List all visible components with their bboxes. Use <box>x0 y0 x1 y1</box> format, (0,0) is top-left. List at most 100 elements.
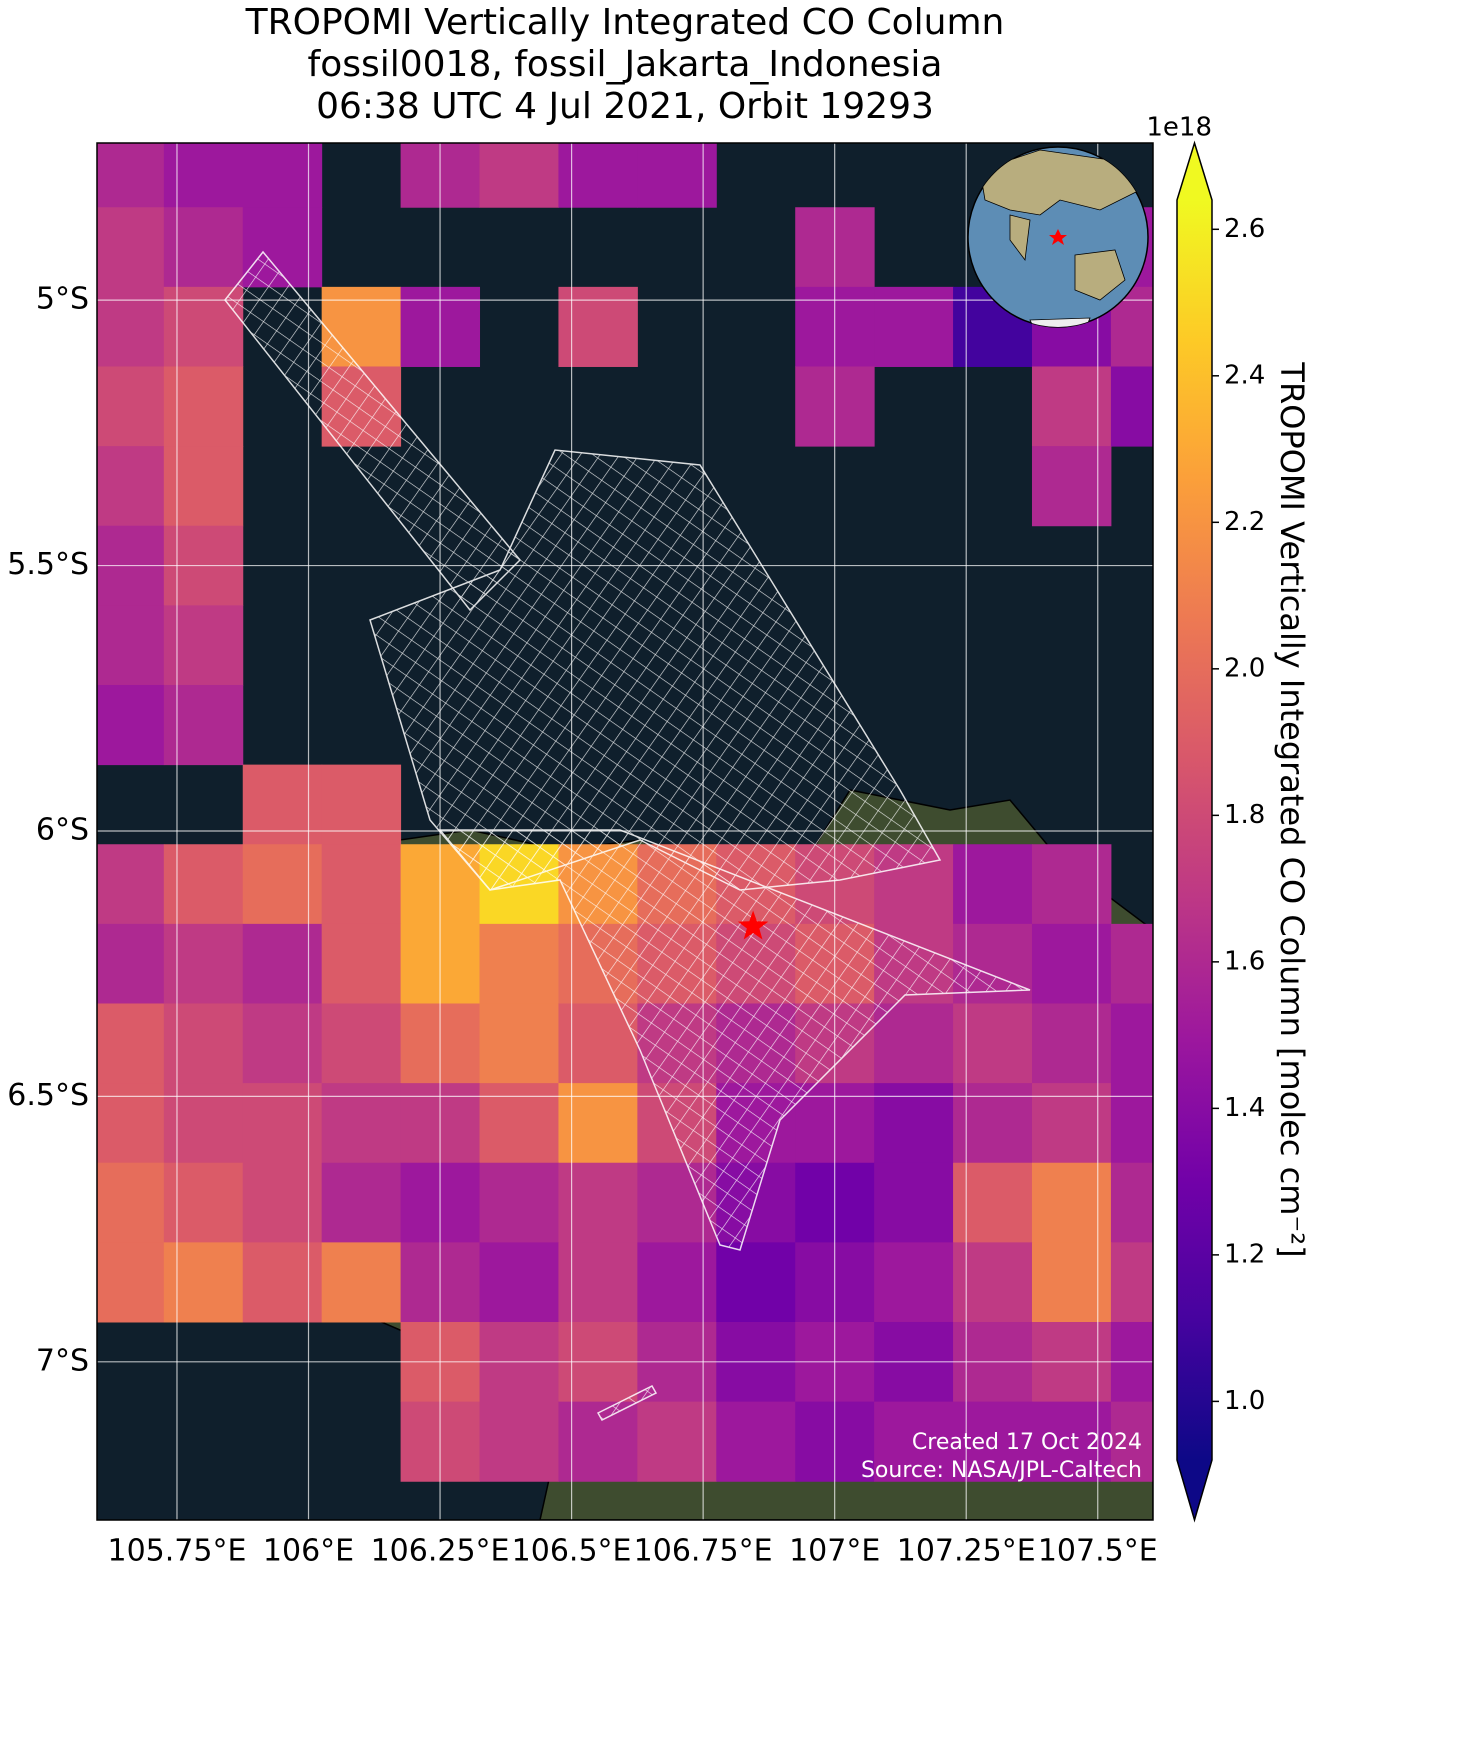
co-pixel <box>558 1242 638 1323</box>
swath-layer <box>224 250 1031 1421</box>
co-pixel <box>97 143 165 208</box>
co-pixel <box>97 1003 165 1084</box>
co-pixel <box>163 1242 244 1323</box>
co-pixel <box>479 1083 559 1164</box>
site-marker <box>737 910 769 940</box>
co-pixel <box>163 207 244 288</box>
co-pixel <box>321 764 402 845</box>
x-tick-label: 107.25°E <box>897 1534 1036 1569</box>
co-pixel <box>1110 1003 1153 1084</box>
colorbar-tick-label: 2.0 <box>1224 653 1265 683</box>
colorbar-tick-label: 2.2 <box>1224 507 1265 537</box>
co-pixel <box>163 143 244 208</box>
y-tick-label: 5.5°S <box>7 547 89 582</box>
co-pixel <box>97 207 165 288</box>
co-pixel <box>242 764 323 845</box>
co-pixel <box>1031 1003 1112 1084</box>
credit: Created 17 Oct 2024 <box>912 1430 1142 1455</box>
co-pixel <box>321 844 402 925</box>
co-pixel <box>1110 366 1153 447</box>
colorbar-tick-label: 1.4 <box>1224 1093 1265 1123</box>
co-pixel <box>953 1083 1033 1164</box>
co-pixel <box>242 844 323 925</box>
co-pixel <box>242 923 323 1004</box>
colorbar: 1e18 TROPOMI Vertically Integrated CO Co… <box>1146 113 1311 1523</box>
site-layer <box>737 910 769 940</box>
co-pixel <box>242 1242 323 1323</box>
globe-star <box>1049 229 1067 245</box>
co-pixel <box>558 1162 638 1243</box>
co-pixel <box>637 143 717 208</box>
title-line: 06:38 UTC 4 Jul 2021, Orbit 19293 <box>316 86 934 127</box>
map-area: Created 17 Oct 2024 Source: NASA/JPL-Cal… <box>97 143 1153 1520</box>
co-pixel <box>97 446 165 527</box>
grid <box>97 143 1153 1520</box>
credit: Source: NASA/JPL-Caltech <box>861 1458 1142 1483</box>
globe-land <box>1074 249 1126 301</box>
co-pixel <box>1110 1242 1153 1323</box>
co-pixel <box>1031 366 1112 447</box>
colorbar-tick-label: 1.8 <box>1224 800 1265 830</box>
y-tick-label: 6°S <box>36 812 89 847</box>
co-pixel <box>874 1162 954 1243</box>
title-line: fossil0018, fossil_Jakarta_Indonesia <box>308 44 943 85</box>
co-pixel <box>716 1242 796 1323</box>
co-pixel <box>97 1162 165 1243</box>
co-pixel <box>321 1162 402 1243</box>
co-pixel <box>321 1083 402 1164</box>
co-pixel <box>1110 1401 1153 1482</box>
co-pixel <box>97 605 165 686</box>
swath <box>438 829 1031 1251</box>
co-pixel <box>716 1401 796 1482</box>
colorbar-offset: 1e18 <box>1146 113 1212 143</box>
co-pixel <box>479 1401 559 1482</box>
globe-land <box>979 149 1141 216</box>
co-pixel <box>953 1242 1033 1323</box>
x-tick-label: 106.75°E <box>634 1534 773 1569</box>
co-pixel <box>97 844 165 925</box>
co-pixel <box>1110 923 1153 1004</box>
co-pixel <box>1031 1083 1112 1164</box>
globe-land <box>1009 214 1031 262</box>
co-pixel <box>97 366 165 447</box>
co-pixel <box>1110 1162 1153 1243</box>
co-pixel <box>874 1242 954 1323</box>
co-pixel <box>242 143 323 208</box>
co-pixel <box>97 923 165 1004</box>
colorbar-tick-label: 2.6 <box>1224 214 1265 244</box>
co-pixel <box>479 1242 559 1323</box>
co-pixel <box>1031 1242 1112 1323</box>
co-pixel <box>637 1401 717 1482</box>
colorbar-outline <box>1176 140 1213 1523</box>
colorbar-label: TROPOMI Vertically Integrated CO Column … <box>1273 361 1311 1257</box>
co-pixel <box>242 1003 323 1084</box>
co-pixel <box>479 1003 559 1084</box>
frame <box>96 142 1154 1521</box>
co-pixel <box>1031 1162 1112 1243</box>
co-pixel <box>97 684 165 766</box>
colorbar-body <box>1177 200 1212 1460</box>
co-pixel <box>479 923 559 1004</box>
colorbar-tick-label: 1.0 <box>1224 1386 1265 1416</box>
y-tick-label: 5°S <box>36 282 89 317</box>
colorbar-tick-label: 2.4 <box>1224 360 1265 390</box>
swath <box>596 1385 658 1421</box>
co-pixel <box>558 143 638 208</box>
co-pixel <box>1031 446 1112 527</box>
x-tick-label: 106°E <box>263 1534 354 1569</box>
co-pixel <box>163 1083 244 1164</box>
x-tick-label: 105.75°E <box>108 1534 247 1569</box>
co-pixel <box>163 366 244 447</box>
y-tick-label: 6.5°S <box>7 1078 89 1113</box>
co-pixel <box>953 1003 1033 1084</box>
x-tick-label: 106.5°E <box>512 1534 632 1569</box>
co-pixel <box>242 1162 323 1243</box>
co-pixel <box>874 1083 954 1164</box>
co-pixel <box>163 605 244 686</box>
co-pixel <box>637 1242 717 1323</box>
co-pixel <box>874 286 954 367</box>
co-pixel <box>874 1401 954 1482</box>
co-pixel <box>874 1003 954 1084</box>
